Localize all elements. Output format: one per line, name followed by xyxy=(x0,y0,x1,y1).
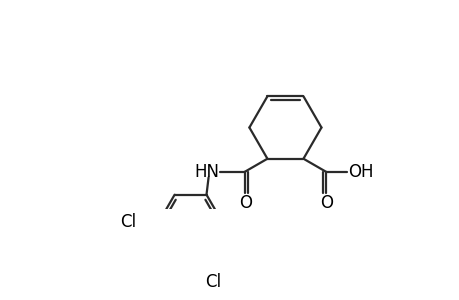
Text: Cl: Cl xyxy=(119,213,135,231)
Text: O: O xyxy=(238,194,251,212)
Text: HN: HN xyxy=(194,163,218,181)
Text: OH: OH xyxy=(347,163,372,181)
Text: O: O xyxy=(320,194,333,212)
Text: Cl: Cl xyxy=(205,274,221,292)
